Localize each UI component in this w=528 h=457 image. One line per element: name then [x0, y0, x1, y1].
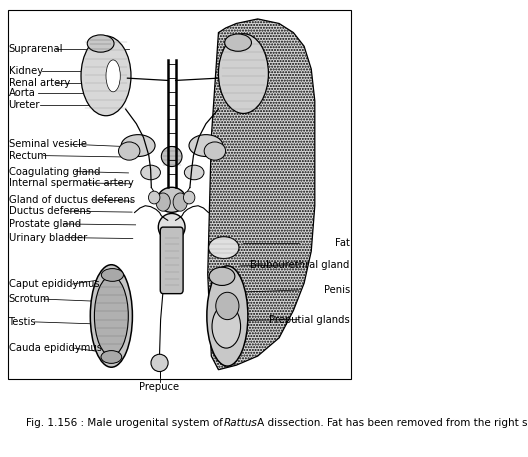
Ellipse shape — [184, 165, 204, 180]
Text: Suprarenal: Suprarenal — [8, 43, 63, 53]
Ellipse shape — [81, 36, 131, 116]
Text: Rattus: Rattus — [224, 418, 258, 428]
Ellipse shape — [101, 351, 122, 363]
Text: Testis: Testis — [8, 317, 36, 327]
Ellipse shape — [209, 237, 239, 259]
Text: : A dissection. Fat has been removed from the right side: : A dissection. Fat has been removed fro… — [247, 418, 528, 428]
Text: Fat: Fat — [335, 238, 350, 248]
Text: Preputial glands: Preputial glands — [269, 314, 350, 324]
Text: Caput epididymus: Caput epididymus — [8, 279, 99, 289]
Text: Seminal vesicle: Seminal vesicle — [8, 139, 87, 149]
Ellipse shape — [225, 34, 251, 51]
Text: Blubourethral gland: Blubourethral gland — [250, 260, 350, 270]
Ellipse shape — [106, 60, 120, 92]
Ellipse shape — [101, 269, 124, 282]
Text: Ureter: Ureter — [8, 101, 40, 111]
Text: Prepuce: Prepuce — [139, 382, 180, 392]
Ellipse shape — [157, 187, 186, 213]
Ellipse shape — [189, 135, 223, 156]
Text: Coagulating gland: Coagulating gland — [8, 166, 100, 176]
Ellipse shape — [216, 292, 239, 319]
Ellipse shape — [95, 276, 128, 356]
Text: Gland of ductus deferens: Gland of ductus deferens — [8, 195, 135, 205]
Ellipse shape — [204, 142, 225, 160]
Polygon shape — [208, 19, 315, 370]
Ellipse shape — [219, 34, 268, 113]
Ellipse shape — [209, 267, 235, 286]
Ellipse shape — [141, 165, 161, 180]
Ellipse shape — [183, 191, 195, 204]
Ellipse shape — [158, 213, 185, 241]
Bar — [8, 10, 351, 379]
Ellipse shape — [151, 354, 168, 372]
Text: Aorta: Aorta — [8, 88, 35, 98]
Ellipse shape — [156, 193, 170, 211]
Ellipse shape — [162, 147, 182, 166]
Text: Urinary bladder: Urinary bladder — [8, 233, 87, 243]
Text: Penis: Penis — [324, 285, 350, 295]
Text: Ductus deferens: Ductus deferens — [8, 206, 91, 216]
Ellipse shape — [207, 266, 248, 366]
Text: Prostate gland: Prostate gland — [8, 219, 81, 229]
Text: Internal spermatic artery: Internal spermatic artery — [8, 178, 133, 188]
Ellipse shape — [173, 193, 187, 211]
Text: Scrotum: Scrotum — [8, 294, 50, 304]
Text: Kidney: Kidney — [8, 66, 43, 76]
Ellipse shape — [87, 35, 114, 52]
FancyBboxPatch shape — [161, 227, 183, 294]
Ellipse shape — [148, 191, 160, 204]
Text: Rectum: Rectum — [8, 151, 46, 160]
Ellipse shape — [121, 135, 155, 156]
Ellipse shape — [212, 305, 241, 348]
Text: Renal artery: Renal artery — [8, 78, 70, 88]
Ellipse shape — [118, 142, 140, 160]
Ellipse shape — [90, 265, 133, 367]
Text: Fig. 1.156 : Male urogenital system of: Fig. 1.156 : Male urogenital system of — [26, 418, 226, 428]
Text: Cauda epididymus: Cauda epididymus — [8, 343, 101, 353]
